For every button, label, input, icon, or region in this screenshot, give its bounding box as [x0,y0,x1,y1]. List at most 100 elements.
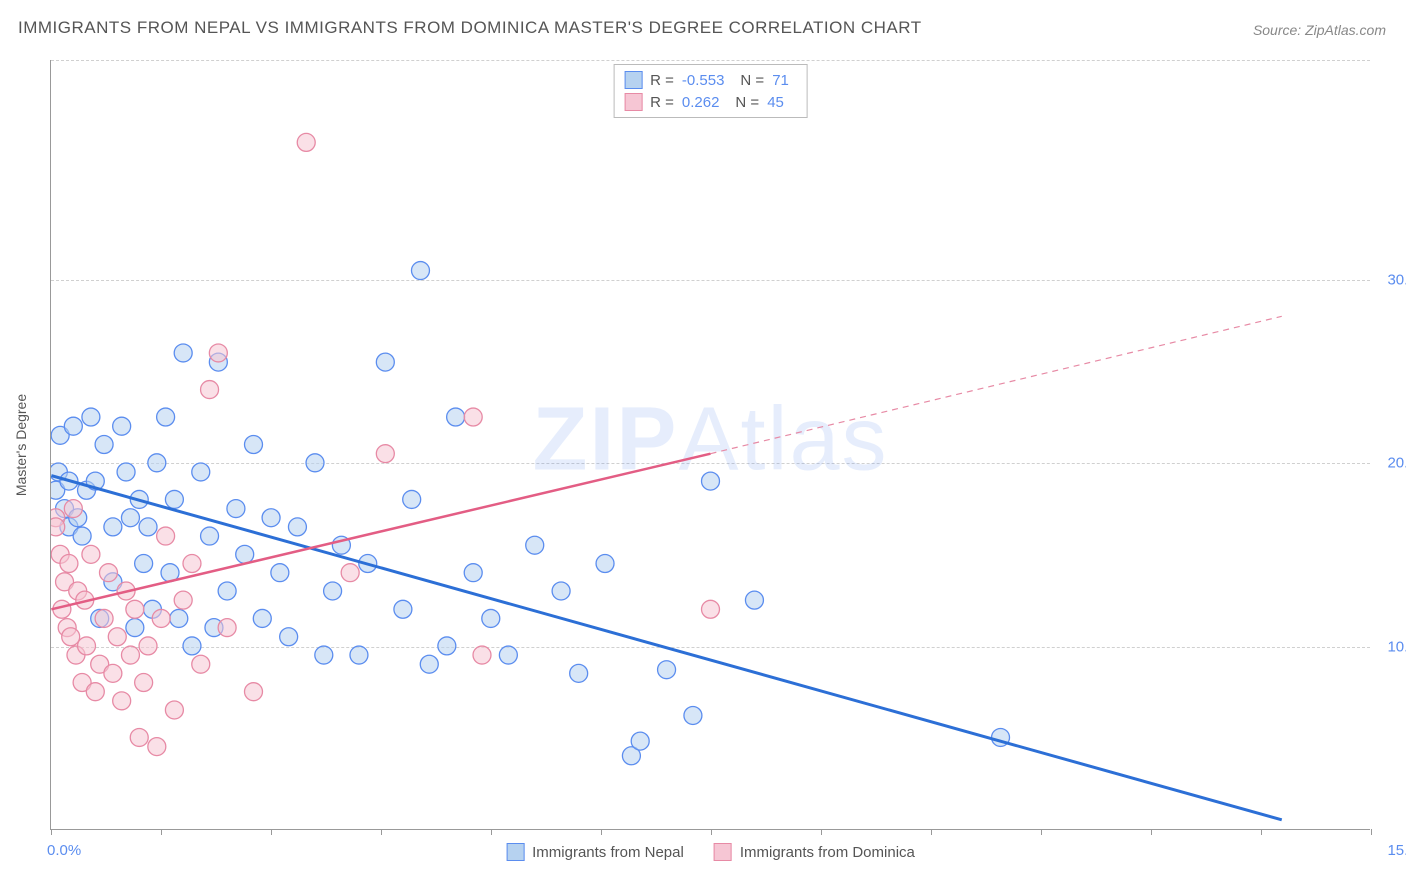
scatter-point-dominica [62,628,80,646]
scatter-point-dominica [341,564,359,582]
scatter-point-dominica [201,381,219,399]
correlation-legend: R =-0.553N =71R =0.262N =45 [613,64,808,118]
n-label: N = [735,94,759,111]
scatter-point-nepal [315,646,333,664]
scatter-point-dominica [60,555,78,573]
scatter-point-nepal [658,661,676,679]
r-value: 0.262 [682,94,720,111]
scatter-point-nepal [95,436,113,454]
scatter-point-dominica [126,600,144,618]
scatter-point-nepal [236,545,254,563]
scatter-point-nepal [570,664,588,682]
legend-series-label: Immigrants from Dominica [740,844,915,861]
scatter-point-nepal [253,609,271,627]
scatter-point-nepal [684,706,702,724]
scatter-point-dominica [157,527,175,545]
regression-line-nepal [51,476,1281,820]
legend-series-label: Immigrants from Nepal [532,844,684,861]
x-tick [931,829,932,835]
scatter-point-nepal [745,591,763,609]
scatter-point-nepal [245,436,263,454]
scatter-point-dominica [95,609,113,627]
scatter-point-dominica [174,591,192,609]
scatter-point-nepal [552,582,570,600]
legend-stat-row: R = 0.262 N = 45 [624,91,797,113]
scatter-point-dominica [245,683,263,701]
legend-swatch [714,843,732,861]
regression-line-dashed-dominica [711,316,1282,453]
scatter-point-nepal [499,646,517,664]
scatter-point-nepal [174,344,192,362]
scatter-point-nepal [218,582,236,600]
scatter-point-dominica [183,555,201,573]
y-tick-label: 10.0% [1387,638,1406,655]
scatter-point-nepal [482,609,500,627]
x-tick [1041,829,1042,835]
scatter-point-dominica [218,619,236,637]
scatter-point-nepal [702,472,720,490]
n-value: 45 [767,94,784,111]
scatter-point-nepal [113,417,131,435]
x-tick [1371,829,1372,835]
x-tick [381,829,382,835]
scatter-point-dominica [104,664,122,682]
scatter-point-nepal [631,732,649,750]
scatter-point-dominica [139,637,157,655]
scatter-svg [51,60,1370,829]
scatter-point-dominica [148,738,166,756]
scatter-point-dominica [82,545,100,563]
scatter-point-nepal [420,655,438,673]
scatter-point-nepal [183,637,201,655]
scatter-point-dominica [130,728,148,746]
scatter-point-nepal [121,509,139,527]
scatter-point-nepal [135,555,153,573]
x-axis-min-label: 0.0% [47,842,81,859]
source-label: Source: ZipAtlas.com [1253,22,1386,38]
scatter-point-nepal [262,509,280,527]
scatter-point-nepal [376,353,394,371]
y-axis-title: Master's Degree [13,393,29,495]
chart-plot-area: Master's Degree 10.0%20.0%30.0% ZIPAtlas… [50,60,1370,830]
scatter-point-nepal [148,454,166,472]
scatter-point-nepal [306,454,324,472]
scatter-point-dominica [376,445,394,463]
scatter-point-nepal [526,536,544,554]
n-label: N = [740,72,764,89]
scatter-point-nepal [288,518,306,536]
scatter-point-nepal [165,490,183,508]
scatter-point-nepal [394,600,412,618]
scatter-point-nepal [350,646,368,664]
r-label: R = [650,94,674,111]
legend-stat-row: R =-0.553N =71 [624,69,797,91]
scatter-point-nepal [596,555,614,573]
scatter-point-dominica [192,655,210,673]
x-tick [271,829,272,835]
legend-swatch [624,71,642,89]
x-tick [1261,829,1262,835]
x-tick [1151,829,1152,835]
x-tick [161,829,162,835]
scatter-point-dominica [99,564,117,582]
series-legend: Immigrants from Nepal Immigrants from Dom… [506,843,915,861]
scatter-point-nepal [192,463,210,481]
chart-title: IMMIGRANTS FROM NEPAL VS IMMIGRANTS FROM… [18,18,922,38]
scatter-point-nepal [447,408,465,426]
scatter-point-dominica [473,646,491,664]
x-tick [601,829,602,835]
scatter-point-nepal [411,262,429,280]
scatter-point-nepal [464,564,482,582]
x-axis-max-label: 15.0% [1387,842,1406,859]
y-tick-label: 30.0% [1387,272,1406,289]
y-tick-label: 20.0% [1387,455,1406,472]
x-tick [51,829,52,835]
r-label: R = [650,72,674,89]
scatter-point-nepal [82,408,100,426]
scatter-point-nepal [104,518,122,536]
r-value: -0.553 [682,72,725,89]
scatter-point-nepal [324,582,342,600]
scatter-point-dominica [78,637,96,655]
scatter-point-dominica [86,683,104,701]
scatter-point-dominica [121,646,139,664]
scatter-point-dominica [64,500,82,518]
legend-series-item: Immigrants from Nepal [506,843,684,861]
